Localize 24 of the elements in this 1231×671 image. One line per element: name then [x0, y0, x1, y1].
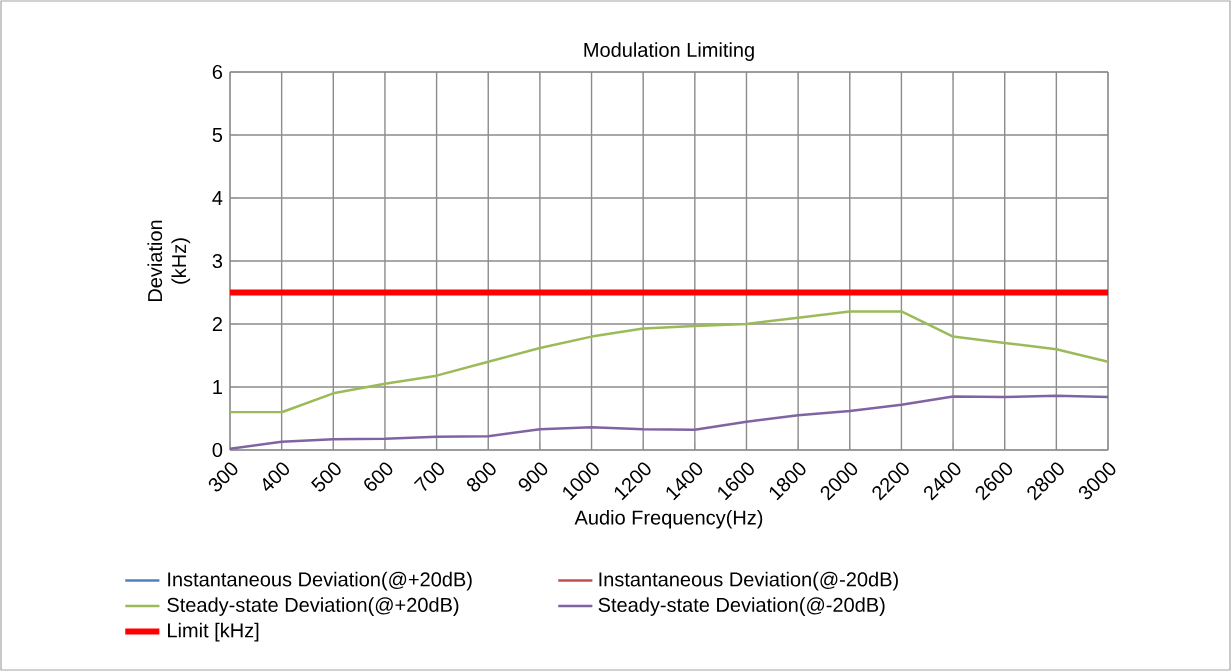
legend-label: Instantaneous Deviation(@+20dB) — [168, 571, 472, 591]
y-tick-label: 3 — [212, 253, 223, 269]
chart-title: Modulation Limiting — [584, 42, 754, 61]
x-axis-title: Audio Frequency(Hz) — [574, 509, 763, 529]
y-tick-label: 2 — [212, 317, 222, 331]
y-axis-title: Deviation (kHz) — [147, 220, 191, 302]
legend-label: Steady-state Deviation(@-20dB) — [598, 597, 885, 616]
y-tick-label: 6 — [212, 64, 223, 80]
x-tick-label: 800 — [467, 462, 496, 492]
legend-label: Instantaneous Deviation(@-20dB) — [599, 571, 898, 591]
x-tick-label: 700 — [413, 462, 444, 491]
x-tick-label: 500 — [311, 462, 341, 492]
y-tick-label: 1 — [213, 380, 222, 394]
line-series — [230, 394, 1109, 450]
y-tick-label: 0 — [212, 442, 223, 458]
y-tick-label: 4 — [212, 191, 223, 205]
x-tick-label: 900 — [518, 462, 548, 492]
legend-label: Limit [kHz] — [168, 622, 259, 642]
y-tick-label: 5 — [212, 128, 223, 142]
legend-label: Steady-state Deviation(@+20dB) — [167, 597, 459, 616]
line-series — [230, 310, 1109, 414]
x-tick-label: 600 — [364, 462, 393, 491]
x-tick-label: 400 — [263, 462, 290, 491]
x-tick-label: 300 — [208, 462, 238, 492]
